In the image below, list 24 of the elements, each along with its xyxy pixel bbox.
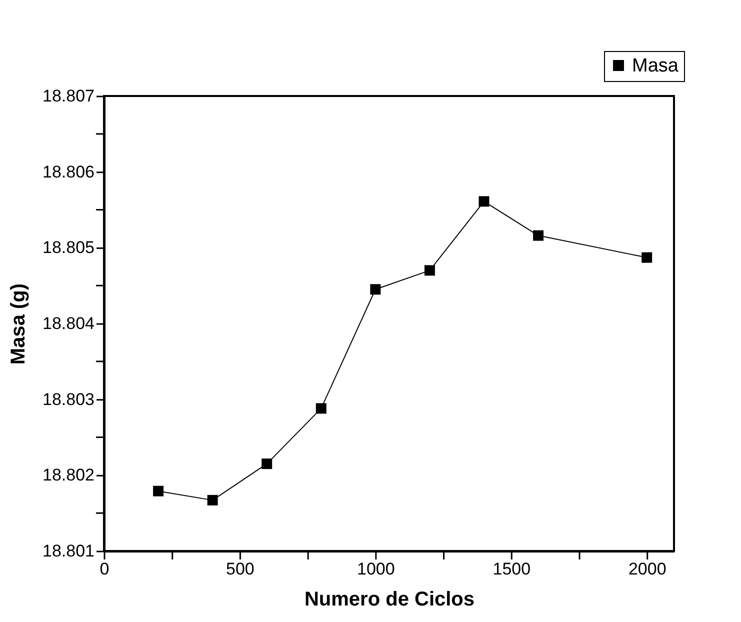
point: [642, 252, 652, 263]
y-tick-label: 18.802: [42, 466, 94, 485]
point: [207, 494, 218, 506]
point: [153, 486, 164, 496]
y-tick-label: 18.803: [42, 390, 94, 409]
y-tick-label: 18.804: [42, 314, 94, 333]
y-tick-label: 18.805: [42, 238, 94, 258]
legend-label: Masa: [632, 56, 679, 76]
point: [316, 403, 326, 414]
x-tick-label: 1500: [492, 560, 531, 578]
x-tick-label: 2000: [628, 560, 666, 578]
y-axis-title: Masa (g): [8, 283, 30, 365]
y-tick-label: 18.801: [42, 542, 94, 560]
point: [478, 196, 490, 207]
y-tick-label: 18.806: [42, 162, 94, 182]
x-tick-label: 0: [100, 560, 110, 578]
x-tick-label: 500: [226, 560, 254, 578]
x-tick-label: 1000: [357, 560, 395, 578]
point: [262, 458, 272, 470]
x-axis-title: Numero de Ciclos: [304, 588, 475, 610]
point: [370, 284, 381, 295]
y-tick-label: 18.807: [42, 86, 94, 106]
point: [533, 230, 544, 241]
point: [424, 265, 435, 276]
